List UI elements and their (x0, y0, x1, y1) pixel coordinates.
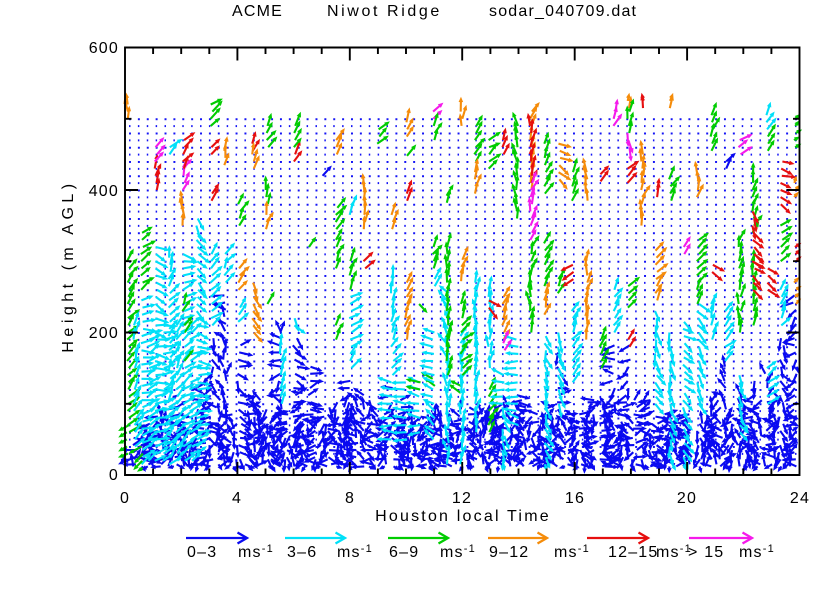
svg-text:6–9: 6–9 (389, 544, 419, 561)
svg-text:9–12: 9–12 (489, 544, 529, 561)
svg-text:> 15: > 15 (688, 544, 724, 561)
svg-text:Height (m AGL): Height (m AGL) (60, 179, 77, 352)
svg-text:12: 12 (452, 490, 472, 507)
svg-text:Houston local Time: Houston local Time (375, 508, 551, 525)
svg-text:600: 600 (89, 40, 119, 57)
svg-text:Niwot Ridge: Niwot Ridge (327, 3, 442, 20)
svg-text:400: 400 (89, 183, 119, 200)
svg-text:3–6: 3–6 (287, 544, 317, 561)
svg-text:200: 200 (89, 325, 119, 342)
svg-text:sodar_040709.dat: sodar_040709.dat (489, 3, 637, 20)
svg-text:4: 4 (232, 490, 242, 507)
svg-text:12–15: 12–15 (608, 544, 659, 561)
svg-text:8: 8 (345, 490, 355, 507)
svg-text:16: 16 (565, 490, 585, 507)
svg-text:0: 0 (120, 490, 130, 507)
svg-text:20: 20 (677, 490, 697, 507)
svg-text:0–3: 0–3 (187, 544, 217, 561)
svg-text:ACME: ACME (232, 3, 283, 20)
svg-text:24: 24 (790, 490, 810, 507)
svg-text:0: 0 (109, 467, 119, 484)
